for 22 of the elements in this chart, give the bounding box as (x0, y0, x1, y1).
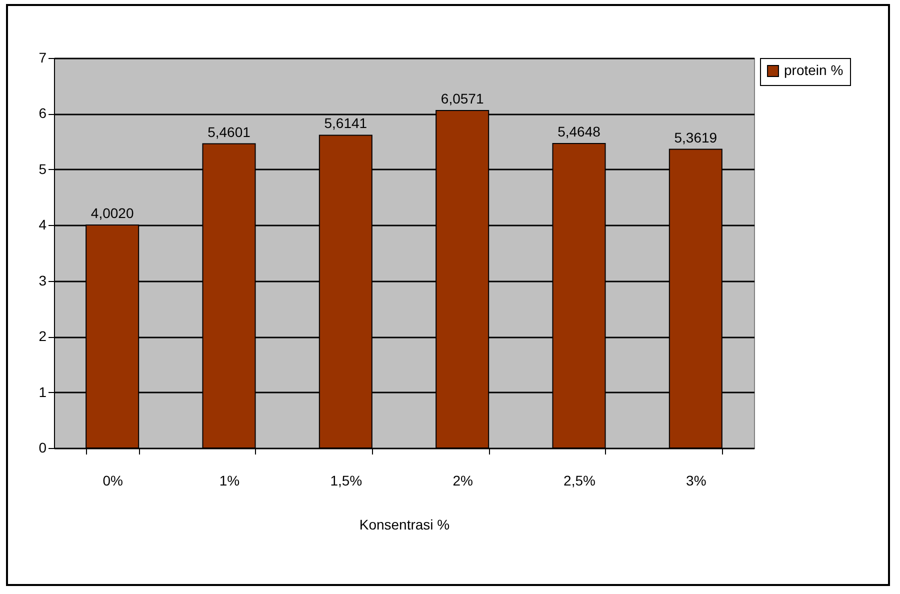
data-label: 6,0571 (440, 90, 484, 107)
data-label: 4,0020 (90, 205, 134, 222)
y-tick-label: 5 (38, 160, 47, 177)
legend-label: protein % (784, 62, 844, 78)
x-tick-label: 3% (686, 472, 706, 488)
x-tick-label: 2% (452, 472, 473, 488)
data-label: 5,4601 (208, 124, 251, 140)
y-tick-label: 3 (38, 272, 47, 288)
y-tick-label: 4 (38, 216, 47, 233)
y-tick-label: 1 (38, 384, 47, 400)
x-tick-label: 2,5% (564, 472, 596, 488)
x-tick-label: 0% (102, 472, 123, 488)
data-label: 5,4648 (558, 124, 601, 140)
data-label: 5,3619 (674, 129, 718, 146)
x-axis-title: Konsentrasi % (359, 516, 450, 532)
y-tick-label: 7 (38, 50, 47, 66)
x-tick-label: 1% (219, 472, 240, 488)
y-tick-label: 0 (38, 440, 47, 456)
y-tick-label: 2 (38, 328, 47, 344)
x-tick-label: 1,5% (330, 472, 362, 488)
y-tick-label: 6 (38, 105, 47, 122)
data-label: 5,6141 (324, 115, 368, 132)
